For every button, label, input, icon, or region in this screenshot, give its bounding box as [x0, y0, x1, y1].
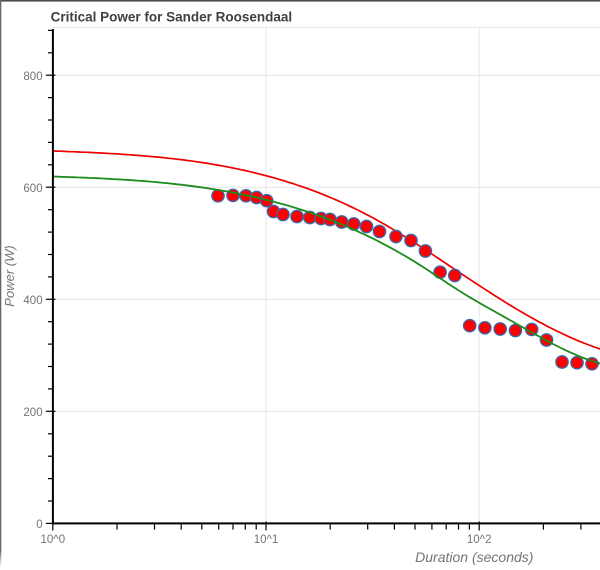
- svg-text:400: 400: [23, 295, 42, 307]
- svg-text:Critical Power for Sander Roos: Critical Power for Sander Roosendaal: [51, 9, 293, 24]
- svg-text:0: 0: [36, 519, 42, 531]
- svg-text:200: 200: [23, 407, 42, 419]
- svg-text:600: 600: [23, 183, 42, 195]
- svg-text:Power (W): Power (W): [2, 245, 17, 306]
- svg-text:800: 800: [23, 71, 42, 83]
- svg-text:10^0: 10^0: [41, 534, 66, 546]
- svg-text:10^2: 10^2: [467, 534, 492, 546]
- svg-text:10^1: 10^1: [254, 534, 279, 546]
- svg-text:Duration (seconds): Duration (seconds): [415, 549, 533, 565]
